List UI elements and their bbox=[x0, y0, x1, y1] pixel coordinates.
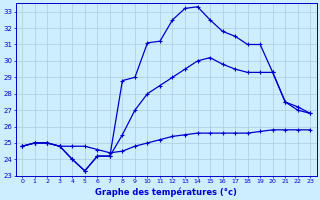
X-axis label: Graphe des températures (°c): Graphe des températures (°c) bbox=[95, 187, 237, 197]
